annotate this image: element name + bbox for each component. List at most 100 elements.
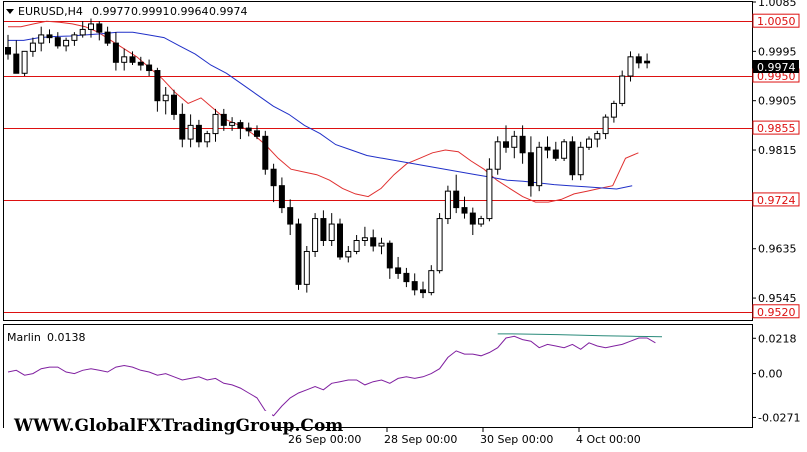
candle-body-17 [146,64,153,72]
time-tick-label-3: 4 Oct 00:00 [576,433,641,446]
time-tick-label-1: 28 Sep 00:00 [384,433,457,446]
candle-body-22 [187,124,194,140]
candle-body-10 [88,23,94,30]
candle-body-38 [320,218,327,242]
candle-body-7 [63,39,70,47]
candle-body-45 [378,242,385,247]
candle-body-44 [370,237,377,247]
candle-body-9 [79,28,86,36]
candle-body-3 [29,42,36,52]
candle-body-55 [461,207,468,214]
candle-body-68 [569,141,576,176]
current-price-tag [753,60,799,73]
symbol-dropdown-icon[interactable] [6,9,14,14]
osc-tick-label-0: 0.0218 [758,332,797,345]
candle-body-60 [503,141,509,148]
level-tag-label-2: 0.9855 [757,122,796,135]
price-tick-label-1: 0.9995 [758,45,797,58]
oscillator-line [7,335,656,417]
candle-body-77 [644,60,651,64]
candle-body-52 [436,218,443,272]
price-tick-label-4: 0.9635 [758,243,797,256]
candle-body-27 [229,122,236,126]
candle-body-69 [577,146,584,176]
candle-body-36 [303,250,310,285]
level-tag-label-4: 0.9520 [757,306,796,319]
level-tag-box-4 [752,304,800,319]
horizontal-levels [4,21,752,313]
symbol-label: EURUSD,H4 [18,5,83,18]
candle-body-39 [328,223,335,242]
candle-body-56 [469,212,476,225]
level-price-tags: 1.0050 0.9950 0.9855 0.9724 0.9520 [752,13,800,319]
candle-body-48 [403,272,410,283]
candle-body-23 [195,124,202,143]
candle-body-72 [602,116,609,135]
candle-body-33 [278,185,285,209]
candle-body-53 [444,190,451,220]
time-tick-label-0: 26 Sep 00:00 [288,433,361,446]
candle-body-19 [162,94,169,102]
candle-body-73 [610,102,617,118]
level-tag-label-0: 1.0050 [757,15,796,28]
candle-body-34 [287,207,294,225]
oscillator-series [7,333,663,417]
candle-body-35 [295,223,302,285]
candle-body-37 [312,218,319,252]
candlesticks [5,18,651,299]
osc-tick-label-2: -0.0271 [758,411,800,424]
candle-body-8 [71,34,78,41]
price-tick-label-5: 0.9545 [758,292,797,305]
candle-body-71 [594,133,601,140]
candle-body-25 [212,113,219,135]
candle-body-1 [13,53,20,74]
candle-body-49 [411,281,418,291]
open-value: 0.9977 [92,5,131,18]
candle-body-0 [5,47,11,55]
candle-body-15 [129,56,136,63]
low-value: 0.9964 [170,5,209,18]
level-tag-label-1: 0.9950 [757,70,796,83]
candle-body-50 [420,289,426,294]
candle-body-11 [96,23,103,33]
candle-body-4 [38,34,45,44]
level-tag-box-2 [752,120,800,135]
candle-body-74 [619,75,626,104]
candle-body-59 [494,141,501,170]
time-tick-label-2: 30 Sep 00:00 [480,433,553,446]
ma-fast-line [8,20,639,203]
osc-tick-label-1: 0.00 [758,368,783,381]
candle-body-18 [154,70,161,102]
level-tag-box-3 [752,192,800,207]
candle-body-24 [204,133,211,143]
candle-body-28 [237,122,244,129]
price-axis-ticks: 1.0085 0.9995 0.9905 0.9815 0.9635 0.9545 [752,0,797,305]
oscillator-axis-ticks: 0.0218 0.00 -0.0271 [752,332,800,424]
candle-body-29 [245,127,252,132]
candle-body-66 [552,149,559,159]
candle-body-65 [544,146,551,151]
candle-body-21 [179,113,186,140]
candle-body-61 [511,135,518,148]
oscillator-signal-line [497,333,663,338]
candle-body-6 [54,37,61,47]
main-pane-frame [3,1,753,321]
candle-body-20 [171,94,177,115]
candle-body-46 [386,242,393,269]
oscillator-pane-frame [3,324,753,428]
price-tick-label-0: 1.0085 [758,0,797,9]
candle-body-70 [586,138,592,148]
watermark-box [4,411,272,438]
candle-body-64 [536,146,543,187]
candle-body-63 [527,152,534,187]
candle-body-31 [262,135,269,170]
candle-body-30 [254,130,260,137]
candle-body-41 [345,250,352,258]
candle-body-67 [561,141,568,159]
candle-body-54 [453,190,460,209]
candle-body-58 [486,168,493,220]
candle-body-47 [395,267,402,274]
candle-body-43 [361,237,368,242]
candle-body-12 [104,31,111,44]
